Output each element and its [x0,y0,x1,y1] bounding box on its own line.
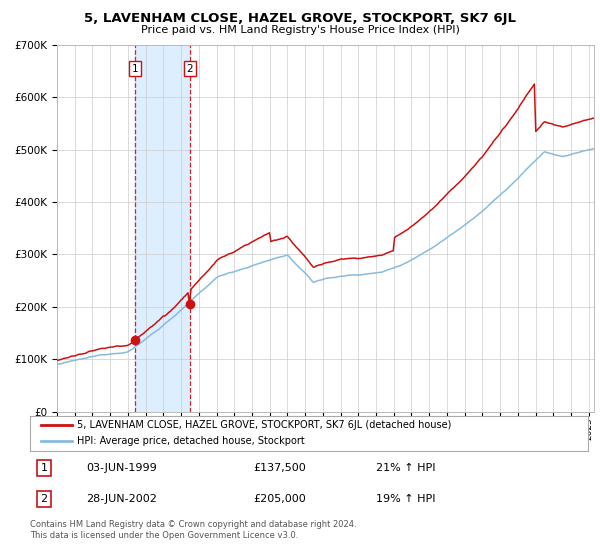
Text: 1: 1 [132,64,139,74]
Text: Contains HM Land Registry data © Crown copyright and database right 2024.
This d: Contains HM Land Registry data © Crown c… [30,520,356,540]
Text: HPI: Average price, detached house, Stockport: HPI: Average price, detached house, Stoc… [77,436,305,446]
Text: 28-JUN-2002: 28-JUN-2002 [86,494,157,504]
Text: 03-JUN-1999: 03-JUN-1999 [86,463,157,473]
Bar [136,45,190,412]
Text: £205,000: £205,000 [253,494,306,504]
Text: 19% ↑ HPI: 19% ↑ HPI [376,494,436,504]
Text: 2: 2 [40,494,47,504]
Text: Price paid vs. HM Land Registry's House Price Index (HPI): Price paid vs. HM Land Registry's House … [140,25,460,35]
Text: £137,500: £137,500 [253,463,306,473]
Text: 5, LAVENHAM CLOSE, HAZEL GROVE, STOCKPORT, SK7 6JL (detached house): 5, LAVENHAM CLOSE, HAZEL GROVE, STOCKPOR… [77,421,452,431]
Text: 1: 1 [40,463,47,473]
Text: 21% ↑ HPI: 21% ↑ HPI [376,463,436,473]
Text: 2: 2 [187,64,193,74]
Text: 5, LAVENHAM CLOSE, HAZEL GROVE, STOCKPORT, SK7 6JL: 5, LAVENHAM CLOSE, HAZEL GROVE, STOCKPOR… [84,12,516,25]
